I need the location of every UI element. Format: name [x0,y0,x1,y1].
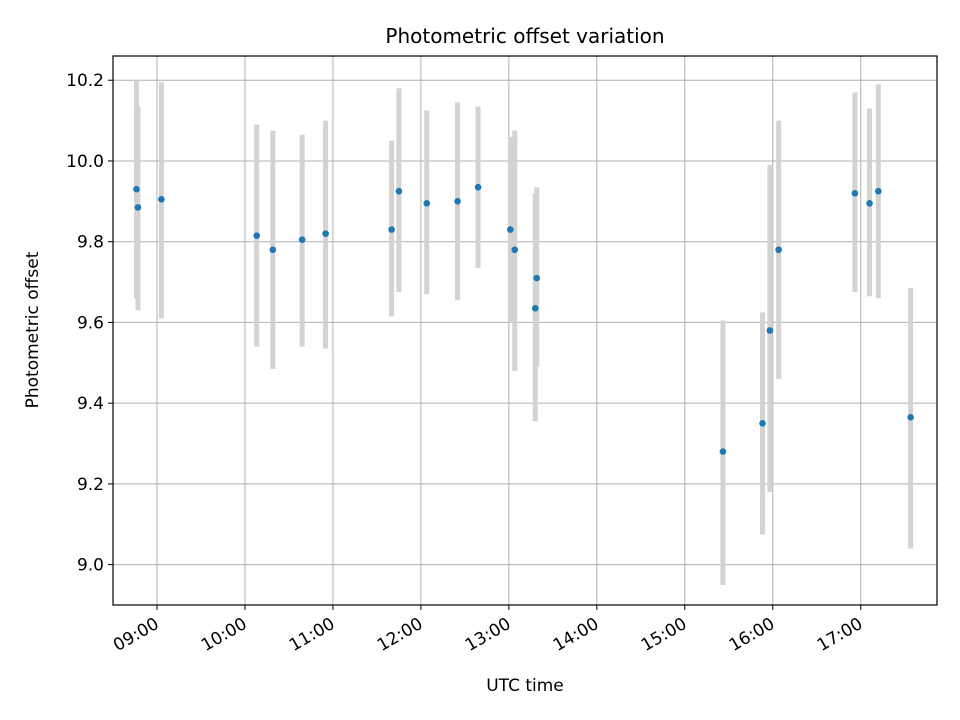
data-point [134,204,142,211]
x-axis-label: UTC time [486,676,564,696]
plot-frame [112,55,938,606]
data-point [531,304,539,312]
y-tick-label: 9.2 [77,475,104,495]
data-point [866,200,873,207]
data-point [269,246,277,254]
data-point [533,274,541,282]
data-point [851,189,859,197]
data-points [133,183,914,455]
data-point [423,200,431,207]
y-tick-label: 10.0 [66,152,104,172]
data-point [133,185,140,193]
y-tick-label: 10.2 [66,71,104,91]
y-axis-label: Photometric offset [23,251,43,408]
grid [113,56,937,605]
data-point [766,327,774,334]
data-point [875,187,882,195]
y-tick-label: 9.0 [77,556,104,576]
chart-title: Photometric offset variation [385,24,664,48]
data-point [474,183,482,191]
data-point [158,196,165,203]
data-point [759,420,766,427]
data-point [298,236,306,243]
data-point [907,413,914,421]
data-point [511,246,519,254]
data-point [775,246,782,254]
data-point [395,187,403,195]
data-point [388,226,395,233]
y-tick-label: 9.4 [77,394,104,414]
data-point [507,226,514,233]
data-point [719,448,727,455]
y-tick-label: 9.8 [77,233,104,253]
data-point [454,198,461,205]
y-tick-label: 9.6 [77,313,104,333]
data-point [253,232,260,239]
y-axis: 9.0 9.2 9.4 9.6 9.8 10.0 10.2 [66,71,113,576]
data-point [322,230,329,237]
